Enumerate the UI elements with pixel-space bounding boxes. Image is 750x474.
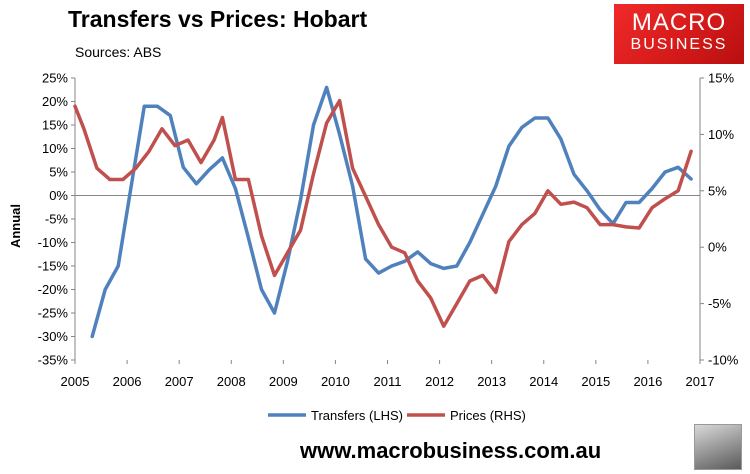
x-tick-label: 2017 [686,374,715,389]
left-axis-ticks: 25% 20% 15% 10% 5% 0% -5% -10% -15% -20% -25% -30% -… [38,71,75,368]
right-tick-label: -10% [708,353,739,368]
left-tick-label: -10% [38,235,69,250]
left-tick-label: 0% [49,188,68,203]
right-axis-ticks: 15% 10% 5% 0% -5% -10% [700,71,739,368]
x-tick-label: 2005 [61,374,90,389]
left-tick-label: 10% [42,141,68,156]
logo-line-macro: MACRO [631,9,727,36]
chart-series [73,85,693,339]
x-tick-label: 2010 [321,374,350,389]
left-tick-label: -25% [38,306,69,321]
x-axis-ticks: 2005 2006 2007 2008 2009 2010 2011 2012 2013 2014… [61,360,715,389]
source-note: Sources: ABS [75,44,162,60]
x-tick-label: 2012 [425,374,454,389]
left-tick-label: 15% [42,118,68,133]
left-tick-label: 20% [42,94,68,109]
legend-label-prices: Prices (RHS) [450,408,526,423]
left-tick-label: 5% [49,165,68,180]
left-tick-label: -15% [38,259,69,274]
wolf-logo-icon [694,424,742,470]
right-tick-label: 0% [708,240,727,255]
macrobusiness-logo: MACRO BUSINESS [614,4,744,64]
prices-series-line [73,98,693,328]
x-tick-label: 2015 [581,374,610,389]
left-tick-label: -5% [45,212,69,227]
chart-title: Transfers vs Prices: Hobart [68,6,368,32]
logo-line-business: BUSINESS [630,36,728,53]
left-tick-label: -20% [38,282,69,297]
left-tick-label: 25% [42,71,68,86]
x-tick-label: 2007 [165,374,194,389]
x-tick-label: 2006 [113,374,142,389]
left-tick-label: -35% [38,353,69,368]
right-tick-label: 5% [708,183,727,198]
x-tick-label: 2008 [217,374,246,389]
x-tick-label: 2011 [374,374,402,389]
transfers-series-line [90,85,693,339]
x-tick-label: 2016 [633,374,662,389]
x-tick-label: 2009 [269,374,298,389]
website-footer: www.macrobusiness.com.au [300,438,602,463]
legend-label-transfers: Transfers (LHS) [311,408,403,423]
left-tick-label: -30% [38,329,69,344]
y-axis-label: Annual [8,204,23,248]
right-tick-label: 10% [708,127,734,142]
x-tick-label: 2014 [529,374,558,389]
x-tick-label: 2013 [477,374,506,389]
right-tick-label: -5% [708,296,732,311]
chart-legend: Transfers (LHS) Prices (RHS) [268,408,526,423]
chart-axes [74,78,701,360]
right-tick-label: 15% [708,71,734,86]
